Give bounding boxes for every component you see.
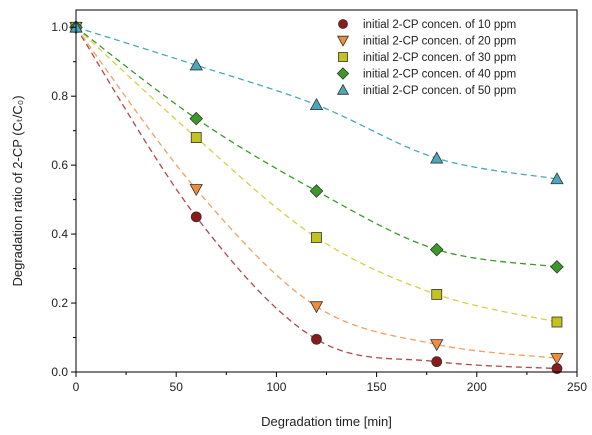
data-point-series-5 bbox=[550, 172, 564, 185]
x-tick-label: 150 bbox=[367, 380, 387, 394]
data-point-series-4 bbox=[189, 111, 204, 126]
x-tick-label: 100 bbox=[266, 380, 286, 394]
legend-marker-4 bbox=[336, 67, 350, 80]
series-line-1 bbox=[75, 26, 557, 370]
x-tick-label: 200 bbox=[467, 380, 487, 394]
x-tick-label: 0 bbox=[73, 380, 80, 394]
y-tick-label: 0.8 bbox=[51, 89, 68, 103]
plot-area bbox=[69, 20, 564, 374]
axes: 0 50 100 150 200 250 0.0 0.2 0.4 0.6 0.8 1.0 bbox=[51, 9, 587, 394]
data-point-series-2 bbox=[550, 353, 564, 366]
y-tick-label: 0.6 bbox=[51, 158, 68, 172]
data-point-series-2 bbox=[430, 339, 444, 352]
data-point-series-5 bbox=[430, 151, 444, 164]
y-tick-label: 0.0 bbox=[51, 365, 68, 379]
data-point-series-4 bbox=[550, 260, 564, 274]
data-point-series-1 bbox=[311, 333, 322, 345]
data-point-series-5 bbox=[189, 58, 203, 71]
y-tick-label: 1.0 bbox=[51, 20, 68, 34]
legend-label-2: initial 2-CP concen. of 20 ppm bbox=[363, 36, 516, 48]
legend-label-1: initial 2-CP concen. of 10 ppm bbox=[363, 19, 516, 31]
x-axis-label: Degradation time [min] bbox=[261, 414, 392, 429]
data-point-series-2 bbox=[189, 184, 203, 197]
data-point-series-3 bbox=[431, 289, 443, 300]
data-point-series-4 bbox=[309, 184, 324, 198]
data-point-series-4 bbox=[429, 242, 444, 257]
plot-frame bbox=[75, 9, 578, 373]
data-point-series-3 bbox=[551, 316, 563, 328]
legend-label-5: initial 2-CP concen. of 50 ppm bbox=[363, 85, 516, 97]
y-tick-label: 0.4 bbox=[51, 227, 68, 241]
data-point-series-2 bbox=[309, 301, 324, 314]
legend-label-3: initial 2-CP concen. of 30 ppm bbox=[363, 52, 516, 64]
x-tick-label: 250 bbox=[567, 380, 587, 394]
legend-marker-2 bbox=[336, 35, 350, 47]
data-point-series-5 bbox=[309, 97, 324, 111]
series-line-3 bbox=[75, 26, 558, 323]
x-tick-label: 50 bbox=[170, 380, 184, 394]
legend-marker-3 bbox=[338, 52, 348, 62]
legend-marker-1 bbox=[338, 19, 348, 29]
data-point-series-3 bbox=[311, 232, 322, 243]
legend: initial 2-CP concen. of 10 ppm initial 2-… bbox=[336, 19, 516, 97]
data-point-series-1 bbox=[190, 211, 202, 223]
y-axis-label: Degradation ratio of 2-CP (Cₜ/C₀) bbox=[10, 95, 25, 286]
legend-marker-5 bbox=[336, 83, 350, 95]
data-point-series-3 bbox=[190, 132, 202, 143]
y-tick-label: 0.2 bbox=[51, 296, 68, 310]
legend-label-4: initial 2-CP concen. of 40 ppm bbox=[363, 69, 516, 81]
series-line-2 bbox=[75, 26, 558, 359]
data-point-series-1 bbox=[431, 356, 443, 368]
